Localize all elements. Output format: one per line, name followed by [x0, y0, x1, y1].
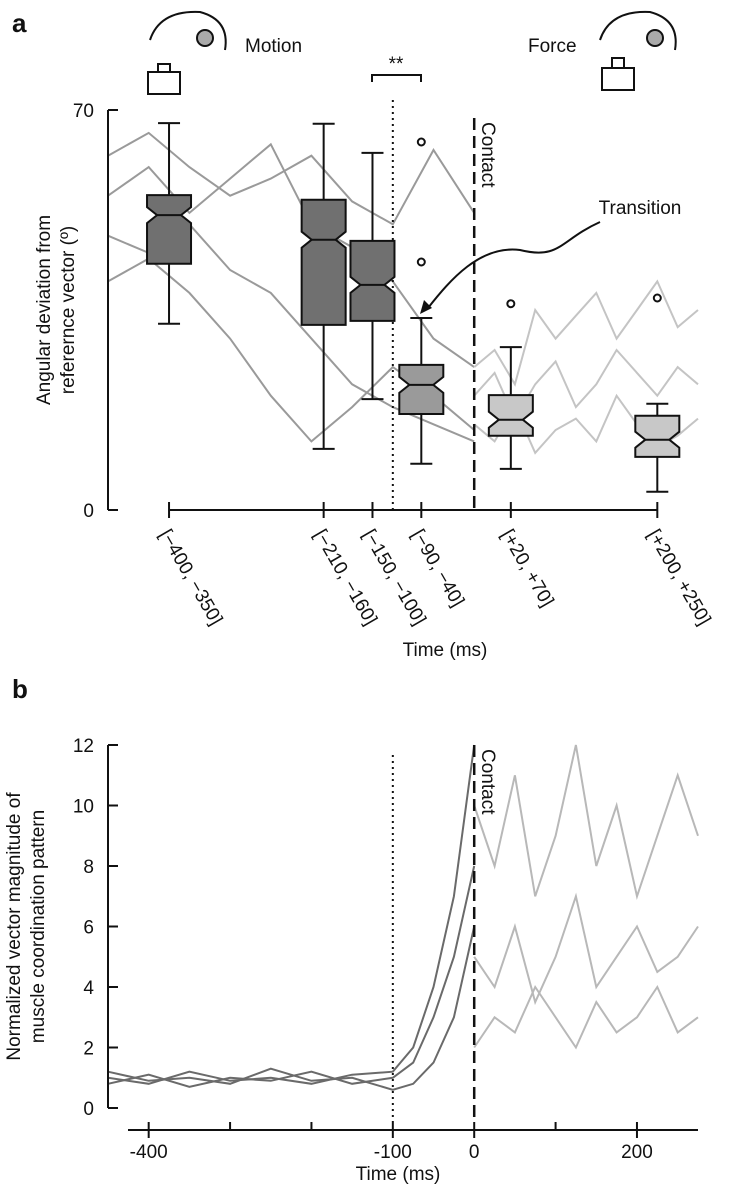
- x-tick-label: 0: [469, 1142, 480, 1163]
- outlier: [652, 293, 662, 303]
- arrow-head: [420, 300, 432, 314]
- trace: [473, 892, 699, 1006]
- outlier: [506, 299, 516, 309]
- x-tick-label: [+20, +70]: [496, 526, 557, 611]
- panel-label: a: [12, 8, 27, 38]
- y-tick-label: 70: [73, 101, 94, 122]
- y-tick-label: 2: [83, 1039, 94, 1060]
- y-tick-label: 8: [83, 857, 94, 878]
- trace: [473, 279, 699, 387]
- x-tick-label: 200: [621, 1142, 653, 1163]
- y-tick-label: 0: [83, 1099, 94, 1120]
- box: [349, 239, 396, 322]
- x-axis-label: Time (ms): [403, 640, 488, 661]
- box: [634, 414, 681, 458]
- annotation: Transition: [599, 198, 682, 219]
- panel-label: b: [12, 674, 28, 704]
- y-axis-label: Angular deviation from: [34, 215, 55, 405]
- y-axis-label: Normalized vector magnitude of: [4, 792, 25, 1061]
- y-tick-label: 10: [73, 797, 94, 818]
- x-axis-label: Time (ms): [356, 1164, 441, 1185]
- trace: [473, 984, 699, 1050]
- y-tick-label: 12: [73, 736, 94, 757]
- box: [300, 198, 347, 326]
- y-tick-label: 4: [83, 978, 94, 999]
- annotation: **: [389, 54, 404, 75]
- annotation: Force: [528, 36, 577, 57]
- outlier: [416, 137, 426, 147]
- y-tick-label: 6: [83, 918, 94, 939]
- box: [487, 394, 534, 437]
- box: [146, 194, 193, 265]
- annotation: Motion: [245, 36, 302, 57]
- contact-label: Contact: [477, 749, 498, 815]
- x-tick-label: [+200, +250]: [643, 526, 715, 629]
- y-tick-label: 0: [83, 501, 94, 522]
- y-axis-label: referernce vector (º): [58, 226, 79, 395]
- x-tick-label: -400: [130, 1142, 168, 1163]
- contact-label: Contact: [477, 122, 498, 188]
- significance-bracket: [371, 74, 422, 82]
- force-icon: [599, 10, 677, 91]
- transition-arrow: [427, 221, 601, 309]
- outlier: [416, 257, 426, 267]
- trace: [473, 744, 699, 901]
- x-tick-label: -100: [374, 1142, 412, 1163]
- trace: [107, 926, 476, 1091]
- x-tick-label: [−400, −350]: [155, 526, 227, 629]
- trace: [107, 744, 476, 1085]
- y-axis-label: muscle coordination pattern: [28, 810, 49, 1043]
- motion-icon: [147, 10, 227, 95]
- trace: [107, 865, 476, 1088]
- box: [398, 363, 445, 415]
